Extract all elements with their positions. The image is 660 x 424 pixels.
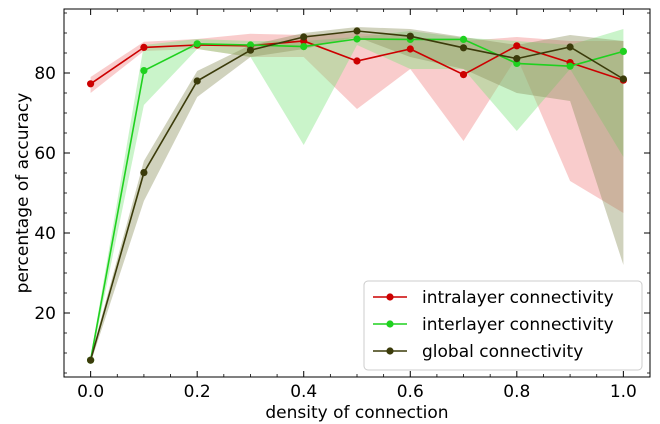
x-axis-label: density of connection (265, 403, 448, 423)
legend-marker-2 (386, 347, 394, 355)
y-tick-label: 20 (34, 304, 56, 324)
point-series-0-5 (353, 57, 361, 65)
x-tick-label: 0.8 (503, 382, 530, 402)
legend-label-0: intralayer connectivity (422, 288, 614, 308)
y-tick-label: 40 (34, 224, 56, 244)
legend-marker-1 (386, 320, 394, 328)
point-series-2-10 (619, 75, 628, 83)
point-series-1-9 (566, 62, 574, 70)
point-series-1-10 (619, 47, 628, 56)
legend-marker-0 (386, 293, 394, 301)
axes: 0.0 0.2 0.4 0.6 0.8 1.0 20 40 60 80 (34, 8, 651, 402)
y-axis-label: percentage of accuracy (13, 93, 33, 294)
point-series-1-2 (193, 40, 201, 48)
legend-label-2: global connectivity (422, 342, 583, 362)
legend-box (363, 280, 643, 371)
x-tick-label: 0.4 (290, 382, 317, 402)
legend-label-1: interlayer connectivity (422, 315, 614, 335)
x-tick-label: 1.0 (610, 382, 637, 402)
point-series-2-7 (459, 44, 468, 52)
x-tick-label: 0.6 (397, 382, 424, 402)
x-tick-label: 0.0 (77, 382, 104, 402)
point-series-2-1 (140, 169, 148, 177)
point-series-2-6 (406, 32, 414, 40)
point-series-2-3 (246, 46, 255, 54)
point-series-1-1 (140, 67, 148, 75)
x-tick-label: 0.2 (184, 382, 211, 402)
point-series-1-5 (353, 35, 361, 43)
point-series-1-3 (246, 41, 255, 49)
point-series-2-5 (353, 27, 361, 35)
point-series-0-8 (513, 42, 521, 50)
point-series-2-8 (513, 55, 521, 63)
point-series-1-7 (459, 35, 468, 44)
series-lines (87, 27, 628, 364)
point-series-0-6 (406, 45, 414, 53)
legend: intralayer connectivity interlayer connec… (363, 280, 643, 371)
point-series-0-7 (459, 71, 468, 79)
band-series-0 (90, 33, 624, 213)
point-series-2-9 (566, 43, 574, 51)
point-series-1-4 (300, 43, 308, 51)
point-series-2-2 (193, 77, 201, 85)
y-tick-label: 80 (34, 64, 56, 84)
point-series-2-0 (87, 356, 95, 364)
point-series-2-4 (300, 33, 308, 41)
point-series-0-0 (87, 80, 95, 88)
y-tick-label: 60 (34, 144, 56, 164)
point-series-0-1 (140, 43, 148, 52)
